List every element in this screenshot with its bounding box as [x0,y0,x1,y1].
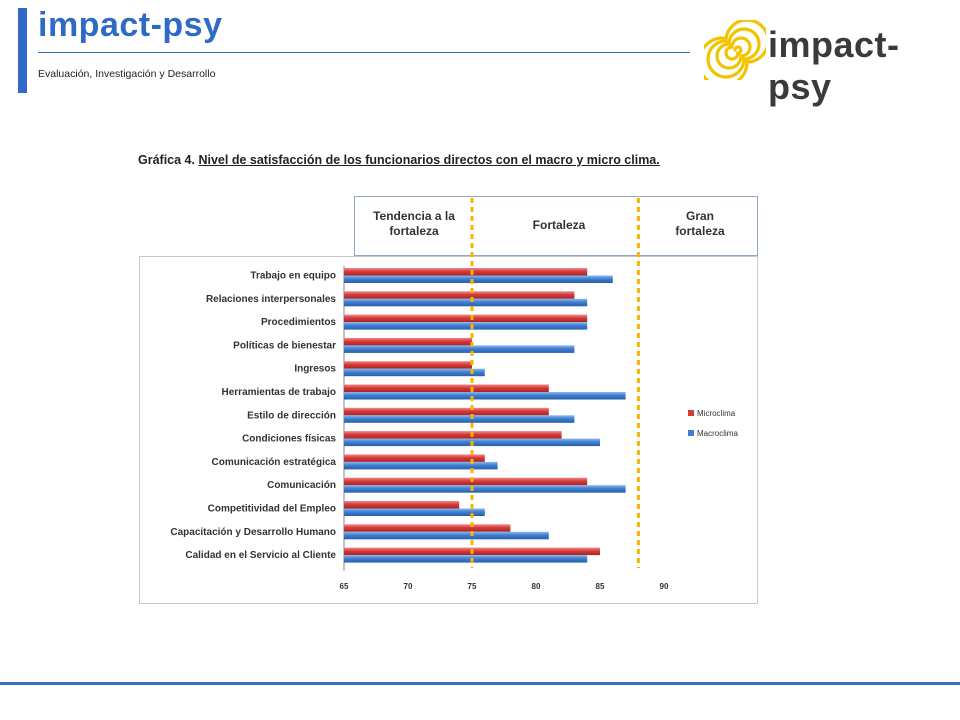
zone-label-line: Tendencia a la [373,209,455,223]
zone-label-line: fortaleza [389,224,439,238]
bar-macroclima [344,508,485,516]
x-tick-label: 70 [404,582,413,591]
category-label: Comunicación estratégica [212,457,337,468]
zone-label-fortaleza: Fortaleza [475,218,643,233]
zone-label-line: Gran [685,209,714,223]
chart-caption-prefix: Gráfica 4. [138,153,195,167]
page-subtitle: Evaluación, Investigación y Desarrollo [38,68,216,80]
legend-swatch [688,410,694,416]
bar-microclima [344,384,549,392]
bar-macroclima [344,322,588,330]
bar-macroclima [344,461,498,470]
bar-macroclima [344,392,626,400]
category-label: Procedimientos [261,317,336,328]
x-tick-label: 90 [660,582,669,591]
zone-header-box: Tendencia a la fortaleza Fortaleza Gran … [354,196,758,256]
category-label: Estilo de dirección [247,410,336,421]
bar-macroclima [344,368,485,377]
bar-macroclima [344,345,575,353]
category-label: Ingresos [294,364,336,375]
bar-microclima [344,524,511,532]
category-label: Comunicación [267,480,336,491]
x-tick-label: 85 [596,582,605,591]
spiral-logo-icon [704,20,766,80]
category-label: Competitividad del Empleo [208,504,336,515]
bar-microclima [344,361,472,369]
bar-microclima [344,477,588,486]
category-label: Calidad en el Servicio al Cliente [185,550,336,561]
bar-macroclima [344,555,588,563]
legend-label: Microclima [697,409,736,418]
bars-layer [343,266,626,571]
category-label: Herramientas de trabajo [222,387,337,398]
header-accent-bar [18,8,27,93]
x-tick-label: 75 [468,582,477,591]
chart-caption: Gráfica 4. Nivel de satisfacción de los … [138,153,660,167]
bar-microclima [344,501,460,509]
legend-label: Macroclima [697,429,738,438]
category-label: Capacitación y Desarrollo Humano [170,527,336,538]
category-label: Condiciones físicas [242,434,336,445]
brand-logo: impact-psy [704,20,944,107]
legend: Microclima Macroclima [688,409,738,438]
bar-microclima [344,291,575,299]
bar-microclima [344,337,472,346]
bar-microclima [344,314,588,323]
page-title: impact-psy [38,6,223,44]
bar-macroclima [344,485,626,493]
legend-swatch [688,430,694,436]
logo-wordmark: impact-psy [768,24,900,107]
category-label: Relaciones interpersonales [206,294,336,305]
zone-label-tendencia: Tendencia a la fortaleza [355,209,473,239]
zone-label-gran-fortaleza: Gran fortaleza [645,209,755,239]
bar-microclima [344,407,549,416]
category-label: Trabajo en equipo [250,271,336,282]
zone-label-line: Fortaleza [532,218,586,232]
bar-macroclima [344,415,575,423]
bar-macroclima [344,275,613,283]
x-axis-ticks: 65 70 75 80 85 90 [340,582,669,591]
zone-label-line: fortaleza [675,224,725,238]
bar-macroclima [344,531,549,540]
x-tick-label: 80 [532,582,541,591]
category-labels: Trabajo en equipo Relaciones interpersona… [170,271,336,562]
bar-macroclima [344,298,588,307]
x-tick-label: 65 [340,582,349,591]
chart-title: Nivel de satisfacción de los funcionario… [198,153,660,167]
category-label: Políticas de bienestar [233,340,336,351]
chart-frame [139,256,758,604]
bar-microclima [344,454,485,462]
header-divider [38,52,690,53]
bar-microclima [344,268,588,276]
footer-divider [0,682,960,685]
bar-microclima [344,431,562,439]
threshold-lines [470,198,640,568]
